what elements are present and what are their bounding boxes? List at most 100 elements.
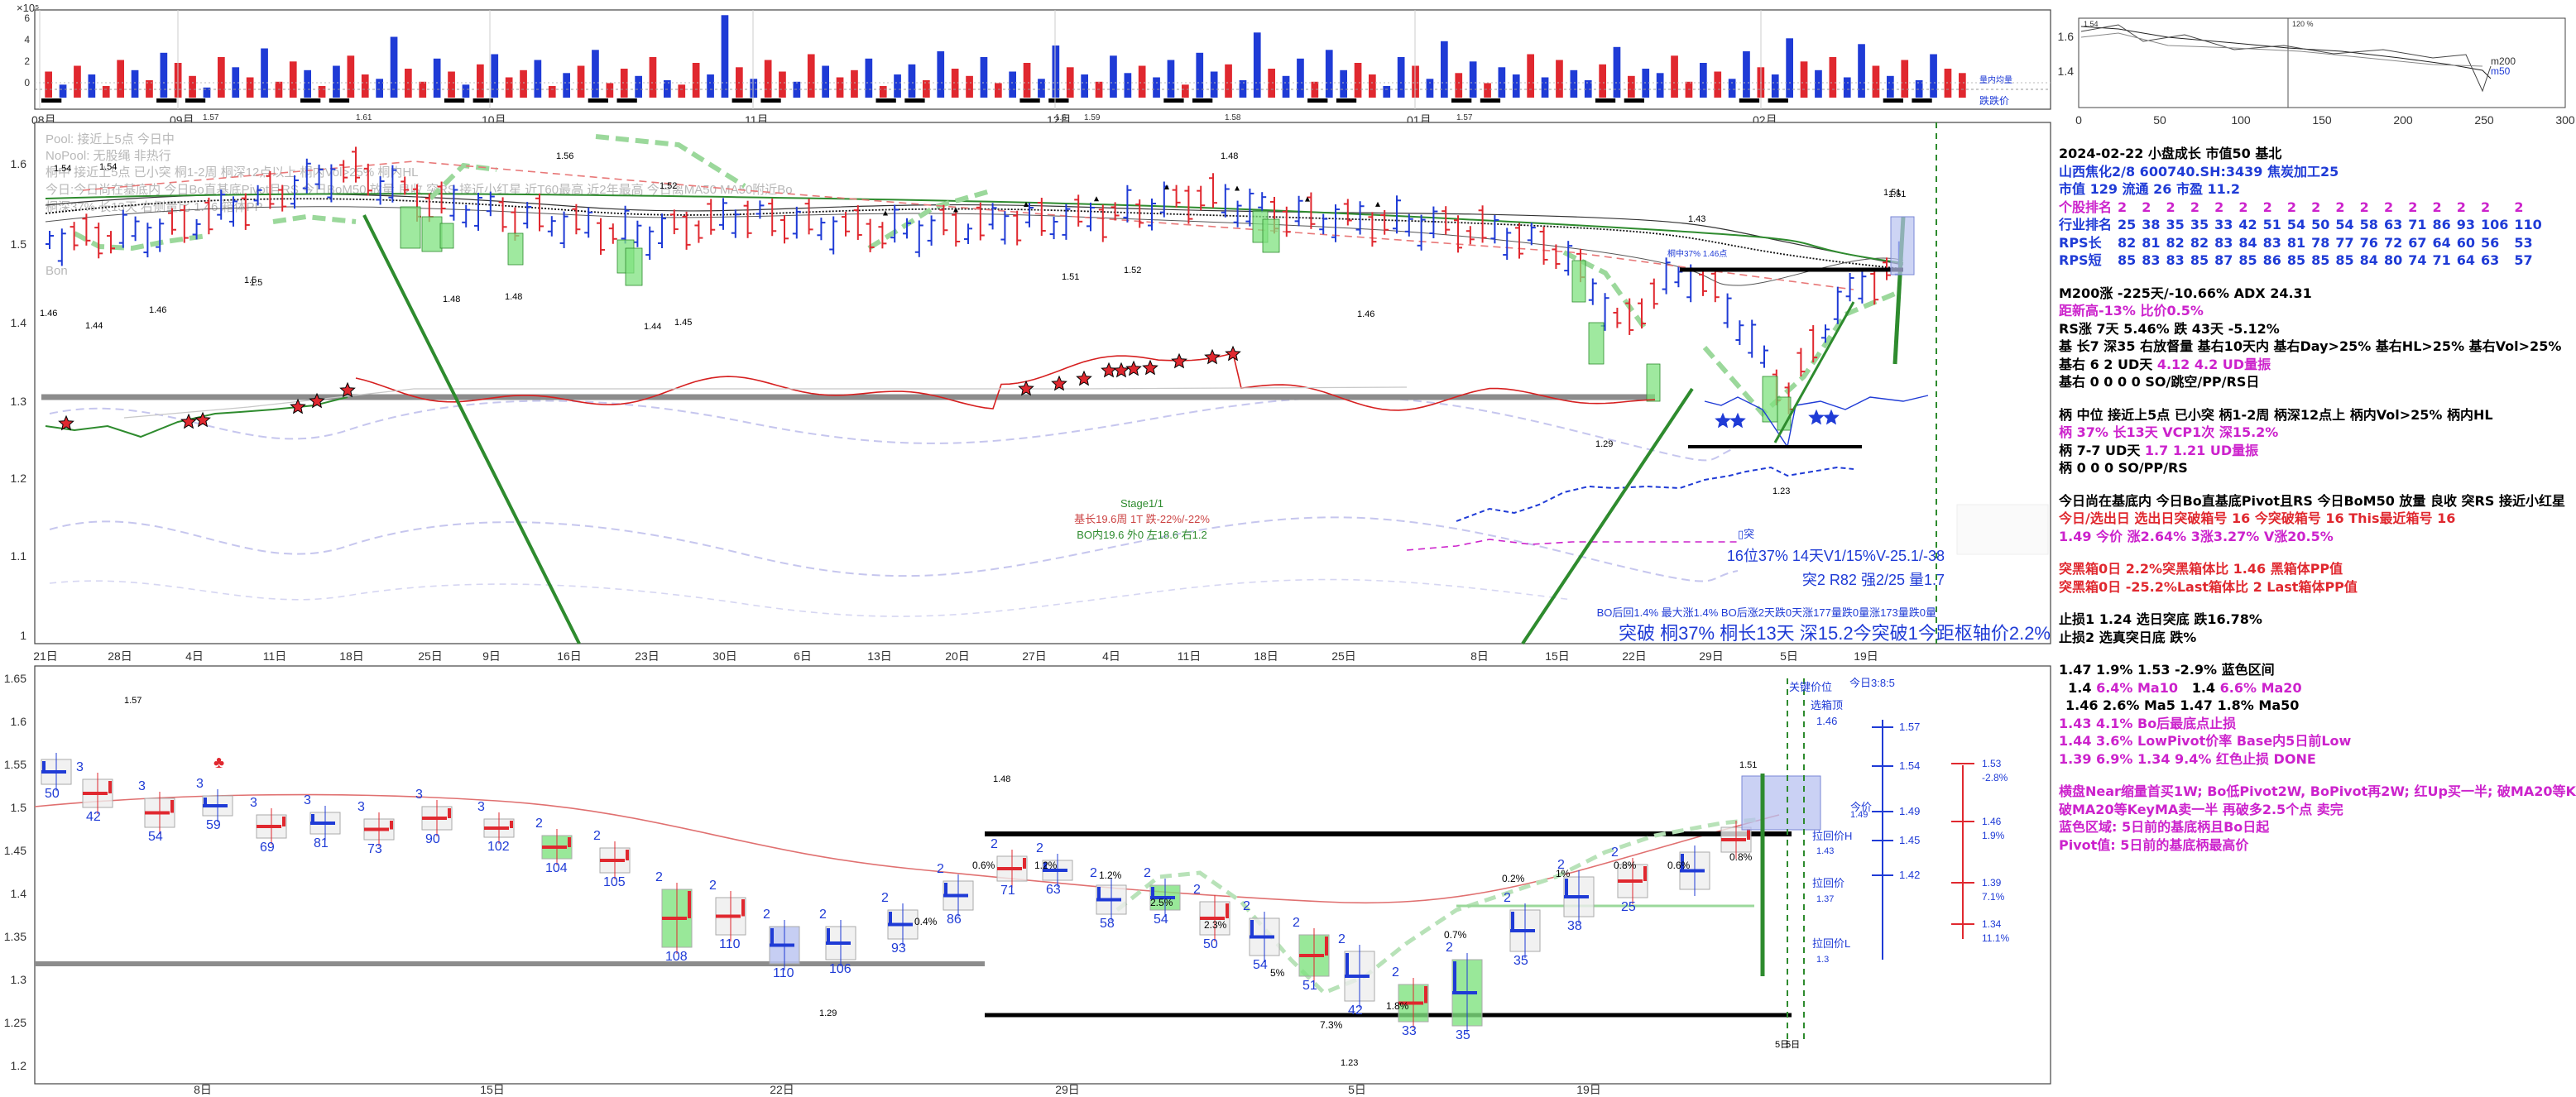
rs-star-icon [1204,348,1221,365]
rank-value: 63 [2481,252,2500,268]
key-label: 1.43 [1816,846,1834,856]
box-count: 2 [937,862,944,876]
up-triangle-icon [1024,202,1029,207]
vol-marker [444,98,465,103]
rank-value: 60 [2456,234,2475,251]
key-label: 今日3:8:5 [1849,677,1895,689]
info-range: 1.47 1.9% 1.53 -2.9% 蓝色区间 [2059,662,2275,678]
blue-star-icon [1715,412,1731,429]
box-number: 51 [1302,979,1317,993]
scale-value: 1.34 [1982,918,2002,930]
price-label: 1.23 [1772,486,1790,496]
key-label: 1.37 [1816,894,1834,904]
box-count: 3 [357,800,365,814]
volume-bar [1196,52,1204,98]
volume-bar [1081,74,1088,98]
up-triangle-icon [1094,196,1099,202]
volume-bar [534,60,542,98]
rank-value: 106 [2481,217,2509,232]
price-label: 1.46 [40,309,57,319]
stage-line-3: BO内19.6 外0 左18.6 右1.2 [1077,529,1207,541]
main-xtick: 25日 [1331,649,1356,663]
box-count: 2 [655,870,663,884]
volume-bar [1671,55,1678,98]
price-label: 1.48 [1221,151,1238,161]
volume-bar [102,86,110,98]
info-rule-1: 横盘Near缩量首买1W; Bo低Pivot2W, BoPivot再2W; 红U… [2059,783,2576,799]
scale-value: -2.8% [1982,772,2008,783]
box-count: 2 [1144,866,1151,880]
month-num: 1.57 [203,113,219,122]
box-number: 93 [891,941,906,956]
volume-bar [289,61,297,98]
mini-xtick: 250 [2474,113,2494,127]
volume-bar [1153,77,1160,98]
up-triangle-icon [953,207,958,213]
main-ytick: 1.5 [11,237,27,251]
price-label: 1.51 [1883,188,1901,198]
volume-bar [59,84,67,98]
volume-bar [520,69,527,98]
month-num: 1.61 [356,113,372,122]
volume-bar [1556,60,1563,98]
box-ytick: 1.4 [11,887,27,900]
price-label: 1.51 [1888,189,1906,199]
volume-bar [995,83,1002,98]
info-stock: 山西焦化2/8 600740.SH:3439 焦炭加工25 [2059,163,2339,180]
volume-bar [937,51,945,98]
rank-value: 2 [2238,199,2248,215]
volume-bar [88,74,96,98]
pct-label: 0.8% [1614,860,1637,871]
rank-value: 81 [2142,234,2161,251]
volume-bar [1599,64,1606,98]
volume-bar [1340,69,1347,98]
scale-value: 1.54 [1899,759,1920,772]
volume-bar [333,65,340,98]
rank-value: 83 [2166,252,2185,268]
rank-value: 83 [2214,234,2233,251]
volume-bar [1268,69,1275,98]
box-number: 42 [1348,1004,1363,1018]
month-num: 1.59 [1084,113,1101,122]
stage-title: Stage1/1 [1120,497,1163,510]
info-blackbox-1: 突黑箱0日 2.2%突黑箱体比 1.46 黑箱体PP值 [2059,561,2343,577]
price-label: 1.29 [1595,439,1613,449]
volume-bar [635,75,642,98]
box-count: 3 [477,800,485,814]
volume-bar [851,69,858,98]
rank-value: 85 [2238,252,2257,268]
box-count: 3 [76,760,84,774]
price-label: 1.44 [644,322,661,332]
pct-label: 0.8% [1729,851,1753,863]
volume-bar [1887,75,1894,98]
key-label: 1.49 [1850,810,1868,820]
volume-bar [361,74,369,98]
price-label: 1.45 [674,318,692,328]
scale-value: 1.45 [1899,834,1920,846]
vol-marker [1307,98,1328,103]
volume-bar [1628,75,1635,98]
up-triangle-icon [1305,196,1310,202]
volume-bar [1613,46,1621,98]
volume-bar [433,58,441,98]
summary-line-4: 突破 桐37% 桐长13天 深15.2今突破1今距枢轴价2.2% [1619,623,2051,644]
misc-label: 1.29 [819,1008,837,1018]
volume-bar [1959,73,1966,98]
volume-bar [577,65,585,98]
volume-bar [505,77,513,98]
rank-value: 2 [2166,199,2175,215]
volume-bar [1512,74,1520,98]
mini-note-2: 120 % [2292,20,2314,28]
volume-bar [477,64,484,98]
info-base-ud: 基右 6 2 UD天 4.12 4.2 UD量振 [2059,356,2271,372]
key-label: 今价 [1850,801,1872,813]
rank-value: 85 [2311,252,2330,268]
vol-marker [1336,98,1357,103]
info-stop-1: 止损1 1.24 选日突底 跌16.78% [2059,611,2262,627]
volume-bar [908,64,916,98]
rank-value: 2 [2408,199,2418,215]
box-count: 2 [819,908,827,922]
rank-value: 2 [2286,199,2297,215]
mini-ytick: 1.4 [2058,65,2075,78]
box-number: 50 [1203,937,1218,951]
